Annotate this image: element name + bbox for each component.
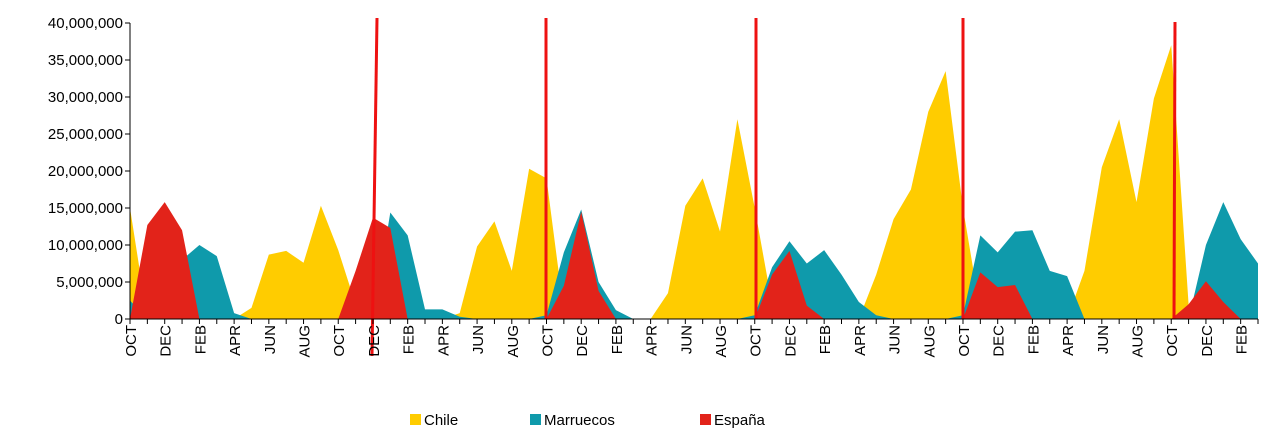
x-tick-label: JUN <box>887 325 904 354</box>
x-tick-label: OCT <box>748 325 765 357</box>
legend-swatch <box>410 414 421 425</box>
x-tick-label: AUG <box>1130 325 1147 358</box>
marker-line <box>1172 21 1177 320</box>
x-tick-label: AUG <box>921 325 938 358</box>
x-tick-label: FEB <box>401 325 418 354</box>
x-tick-label: DEC <box>574 325 591 357</box>
x-tick-label: AUG <box>713 325 730 358</box>
x-tick-label: JUN <box>470 325 487 354</box>
x-tick-label: DEC <box>1199 325 1216 357</box>
x-tick-label: APR <box>1060 325 1077 356</box>
x-tick-label: DEC <box>991 325 1008 357</box>
y-tick-label: 40,000,000 <box>48 15 123 32</box>
y-tick-label: 20,000,000 <box>48 163 123 180</box>
y-tick-label: 25,000,000 <box>48 126 123 143</box>
x-tick-label: APR <box>852 325 869 356</box>
x-tick-label: DEC <box>782 325 799 357</box>
legend-swatch <box>700 414 711 425</box>
x-tick-label: FEB <box>1025 325 1042 354</box>
legend-label: Chile <box>424 412 458 429</box>
x-tick-label: FEB <box>1234 325 1251 354</box>
x-tick-label: OCT <box>1164 325 1181 357</box>
x-tick-label: JUN <box>262 325 279 354</box>
x-tick-label: FEB <box>192 325 209 354</box>
y-tick-label: 0 <box>115 311 123 328</box>
x-tick-label: JUN <box>1095 325 1112 354</box>
area <box>130 45 1258 319</box>
x-tick-label: APR <box>435 325 452 356</box>
x-tick-label: FEB <box>609 325 626 354</box>
x-tick-label: OCT <box>539 325 556 357</box>
area <box>130 202 1258 319</box>
x-tick-label: FEB <box>817 325 834 354</box>
x-tick-label: DEC <box>158 325 175 357</box>
y-tick-label: 35,000,000 <box>48 52 123 69</box>
legend-label: España <box>714 412 766 429</box>
x-tick-label: APR <box>644 325 661 356</box>
y-tick-label: 30,000,000 <box>48 89 123 106</box>
y-tick-label: 10,000,000 <box>48 237 123 254</box>
x-tick-label: JUN <box>678 325 695 354</box>
x-tick-label: OCT <box>956 325 973 357</box>
marker-line <box>370 17 379 357</box>
x-tick-label: OCT <box>123 325 140 357</box>
x-tick-label: AUG <box>505 325 522 358</box>
legend-label: Marruecos <box>544 412 615 429</box>
x-tick-label: AUG <box>297 325 314 358</box>
x-tick-label: APR <box>227 325 244 356</box>
y-tick-label: 5,000,000 <box>56 274 123 291</box>
y-tick-label: 15,000,000 <box>48 200 123 217</box>
x-tick-label: OCT <box>331 325 348 357</box>
x-tick-label: DEC <box>366 325 383 357</box>
legend-swatch <box>530 414 541 425</box>
